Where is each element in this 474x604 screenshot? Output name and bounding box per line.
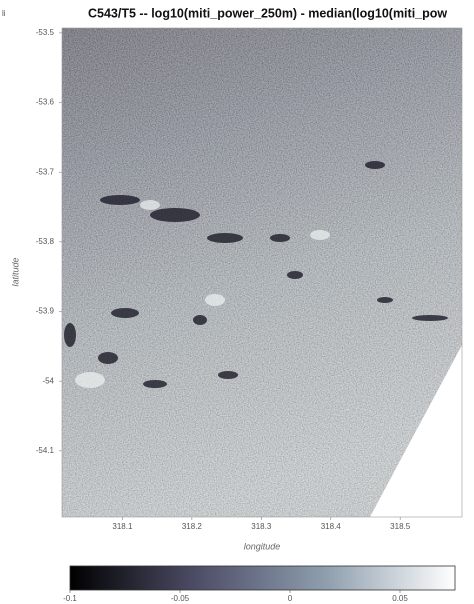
chart: li C543/T5 -- log10(miti_power_250m) - m… [0, 0, 474, 604]
y-axis-label: latitude [10, 257, 20, 286]
colorbar-tick-label: 0 [288, 594, 293, 603]
x-tick-label: 318.4 [321, 522, 342, 531]
y-tick-label: -54.1 [36, 446, 55, 455]
y-tick-label: -53.8 [36, 237, 55, 246]
x-tick-label: 318.5 [390, 522, 411, 531]
corner-label: li [2, 9, 6, 18]
y-tick-label: -53.7 [36, 167, 55, 176]
y-tick-label: -54 [42, 376, 54, 385]
x-tick-label: 318.3 [251, 522, 272, 531]
heatmap-image [62, 28, 462, 517]
colorbar-tick-label: 0.05 [392, 594, 408, 603]
x-tick-label: 318.1 [112, 522, 133, 531]
y-tick-label: -53.5 [36, 28, 55, 37]
y-tick-label: -53.6 [36, 98, 55, 107]
colorbar-tick-label: -0.1 [63, 594, 77, 603]
y-tick-label: -53.9 [36, 307, 55, 316]
colorbar-tick-label: -0.05 [171, 594, 190, 603]
x-axis-label: longitude [244, 541, 281, 551]
colorbar [70, 566, 455, 590]
chart-title: C543/T5 -- log10(miti_power_250m) - medi… [88, 6, 447, 20]
x-tick-label: 318.2 [182, 522, 203, 531]
